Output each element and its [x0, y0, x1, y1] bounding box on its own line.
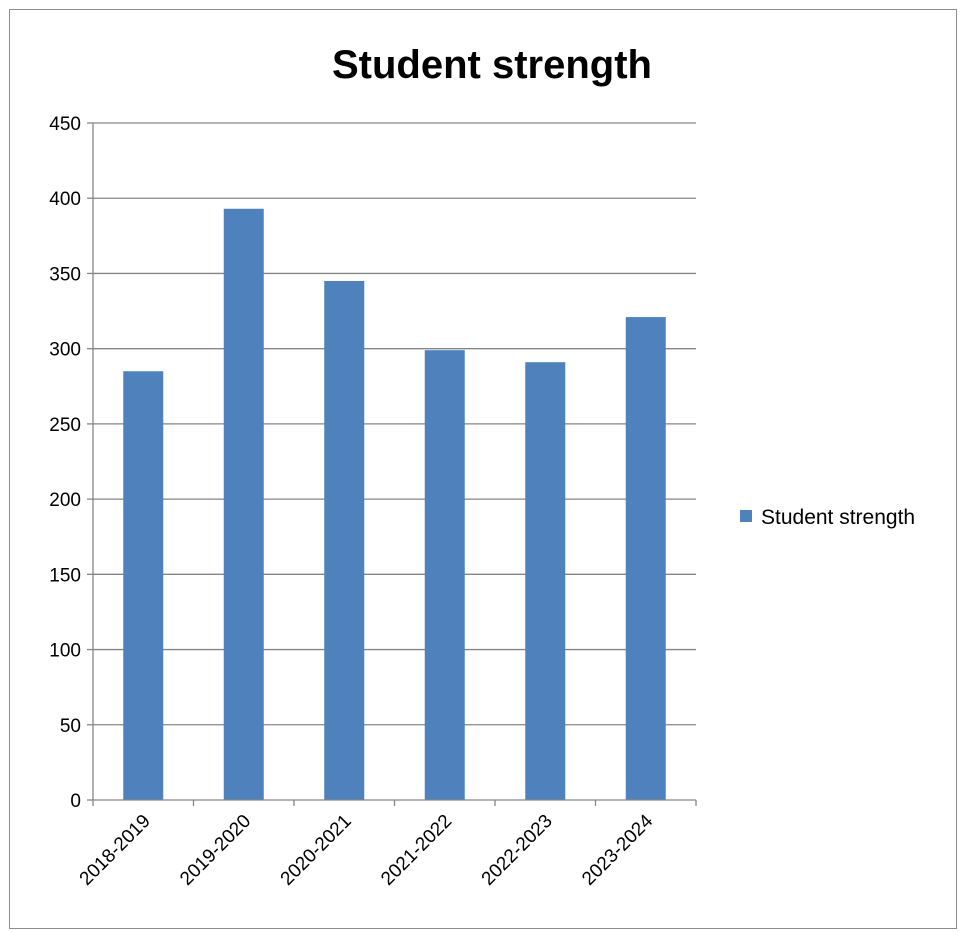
y-tick-label: 300	[49, 340, 81, 361]
x-tick-label: 2020-2021	[277, 811, 356, 890]
x-tick-label: 2022-2023	[478, 811, 557, 890]
x-tick-label: 2019-2020	[176, 811, 255, 890]
bars	[123, 208, 666, 801]
chart-frame	[9, 9, 957, 929]
x-tick-label: 2021-2022	[377, 811, 456, 890]
x-tick-label: 2018-2019	[76, 811, 155, 890]
chart-title: Student strength	[332, 43, 652, 87]
y-tick-label: 400	[49, 189, 81, 210]
bar	[625, 317, 666, 800]
bar	[324, 280, 365, 800]
bar	[223, 208, 264, 801]
y-tick-labels: 0 50 100 150 200 250 300 350 400 450	[49, 114, 81, 812]
gridlines	[93, 122, 696, 726]
y-tick-label: 200	[49, 490, 81, 511]
y-tick-label: 100	[49, 641, 81, 662]
y-tick-label: 150	[49, 565, 81, 586]
y-tick-label: 0	[70, 791, 81, 812]
x-tick-labels: 2018-2019 2019-2020 2020-2021 2021-2022 2022…	[76, 810, 658, 889]
bar	[525, 362, 566, 800]
legend-label: Student strength	[761, 506, 915, 529]
legend-swatch	[740, 510, 752, 522]
y-tick-label: 350	[49, 264, 81, 285]
x-tick-label: 2023-2024	[578, 810, 657, 889]
y-tick-label: 50	[60, 716, 81, 737]
y-tick-label: 450	[49, 114, 81, 135]
y-tick-label: 250	[49, 415, 81, 436]
bar	[123, 371, 164, 800]
axes	[87, 122, 697, 806]
bar	[424, 350, 465, 800]
legend: Student strength	[740, 506, 915, 529]
